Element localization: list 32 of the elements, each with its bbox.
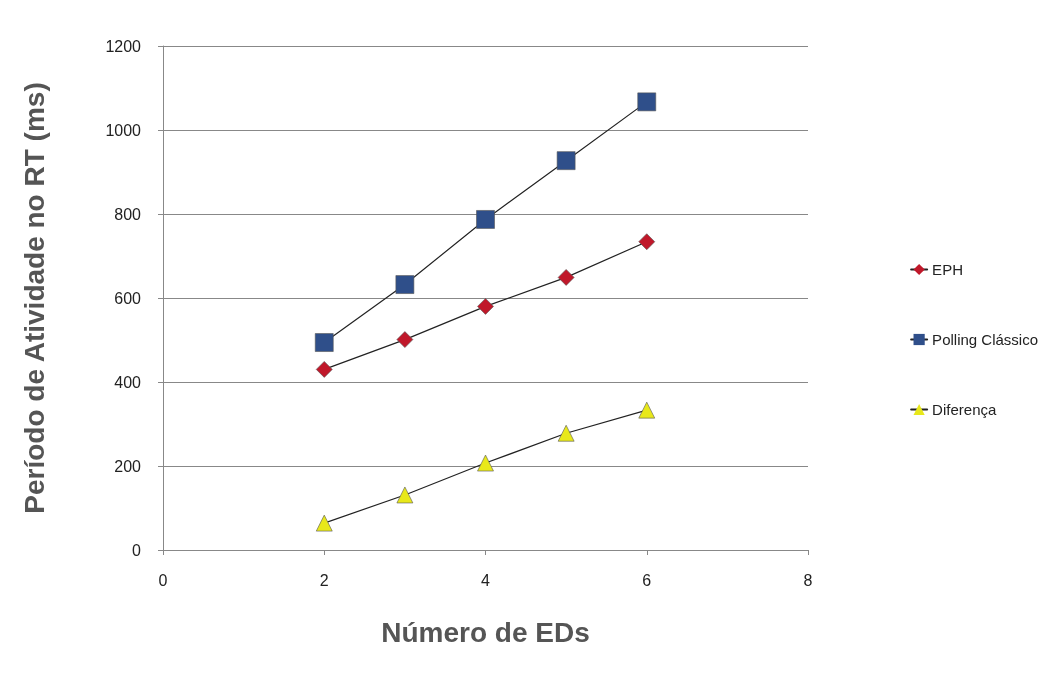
y-axis-title: Período de Atividade no RT (ms) — [18, 82, 50, 514]
point — [396, 331, 414, 348]
point — [477, 454, 494, 472]
point — [315, 514, 333, 532]
point — [477, 298, 494, 315]
legend-label: Polling Clássico — [932, 331, 1039, 348]
point — [557, 424, 575, 442]
x-tick-label: 2 — [319, 571, 329, 589]
point — [638, 401, 656, 419]
x-tick-label: 6 — [642, 571, 652, 589]
y-tick-label: 400 — [114, 373, 142, 391]
x-tick-label: 0 — [158, 571, 168, 589]
point — [395, 275, 415, 294]
point — [557, 269, 575, 286]
point — [314, 333, 334, 352]
point — [556, 151, 576, 170]
x-tick-label: 4 — [481, 571, 491, 589]
point — [315, 361, 333, 378]
point — [476, 210, 495, 229]
y-tick-label: 1000 — [105, 121, 142, 139]
y-tick-label: 800 — [114, 205, 142, 223]
point — [396, 486, 414, 504]
x-tick-label: 8 — [803, 571, 813, 589]
y-tick-label: 1200 — [105, 37, 142, 55]
point — [638, 233, 656, 251]
x-axis-title: Número de EDs — [381, 616, 590, 648]
legend-label: Diferença — [932, 401, 997, 418]
y-tick-label: 200 — [114, 457, 142, 475]
y-tick-label: 600 — [114, 289, 142, 307]
legend-label: EPH — [932, 261, 963, 278]
point — [637, 92, 657, 112]
y-tick-label: 0 — [132, 541, 142, 559]
